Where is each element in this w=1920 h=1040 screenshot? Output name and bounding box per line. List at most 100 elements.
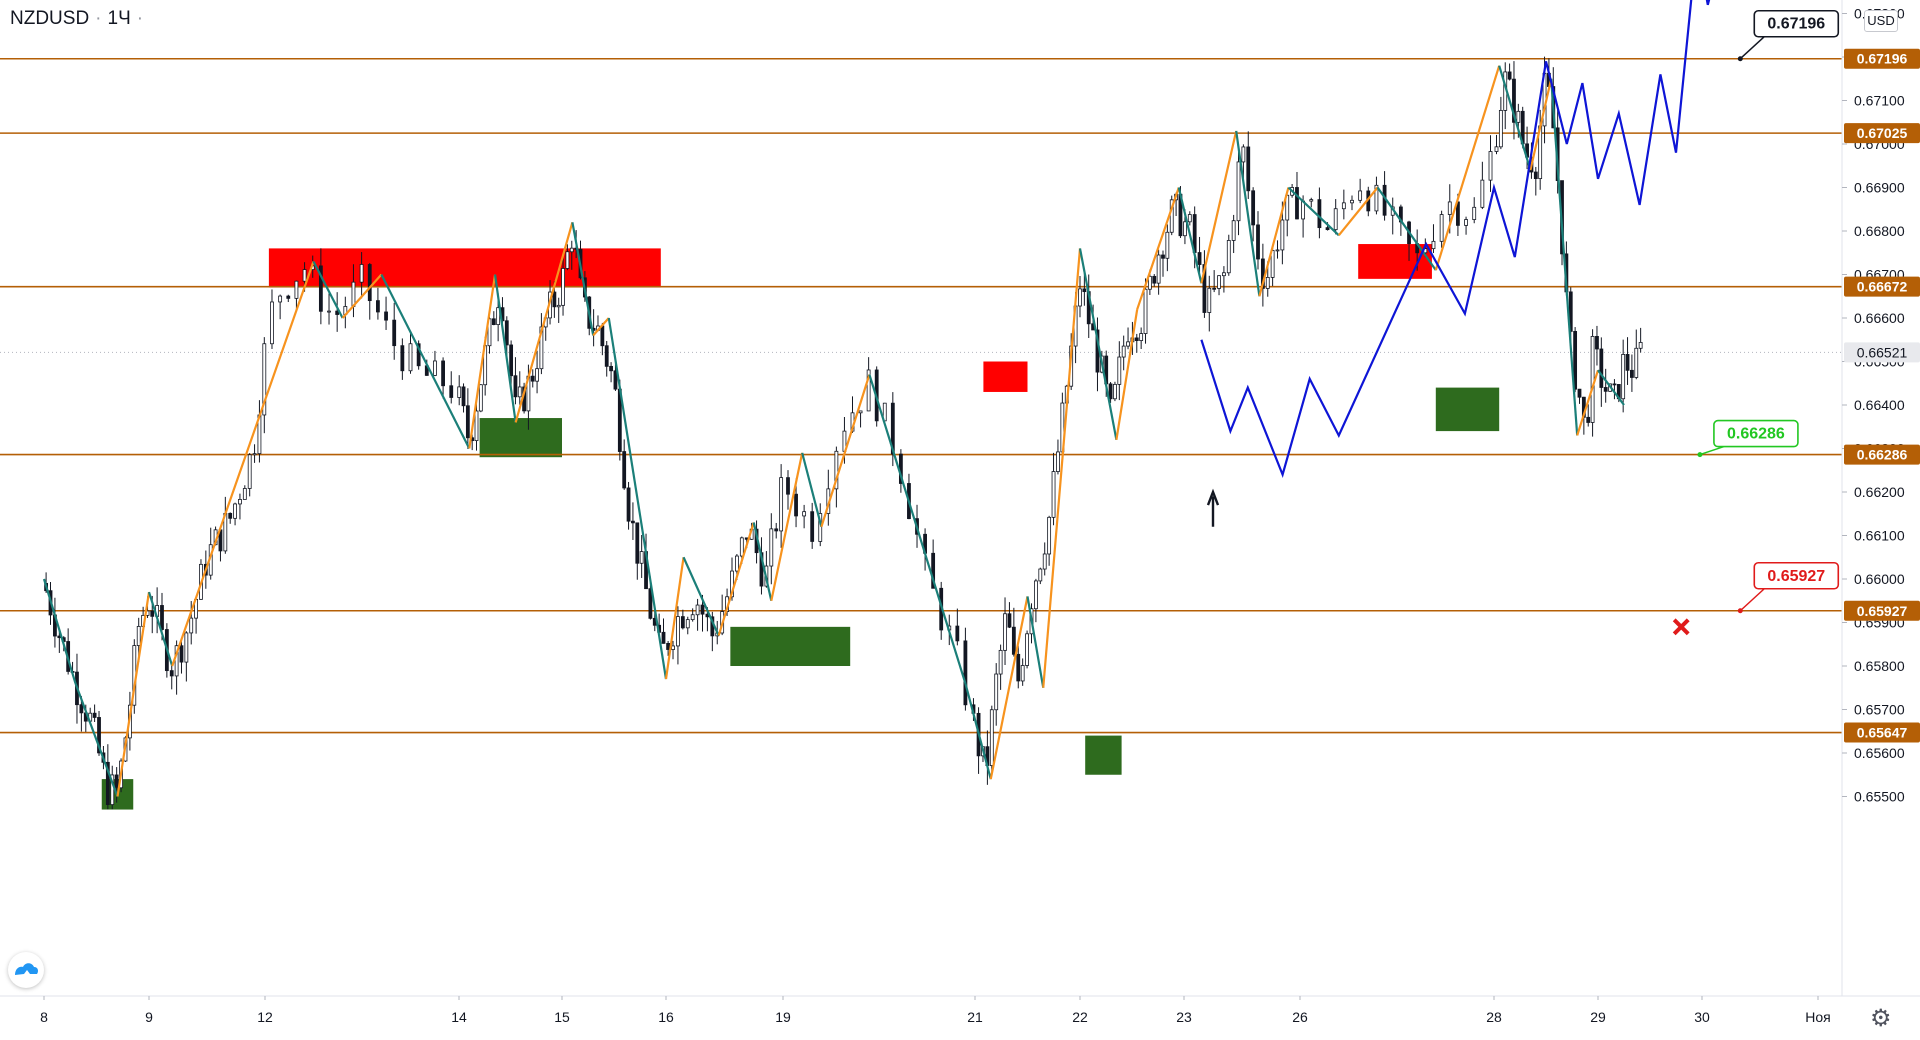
candle-body <box>1047 516 1052 555</box>
level-price-tag-text: 0.65647 <box>1857 725 1908 741</box>
candle-body <box>890 402 895 455</box>
gear-icon[interactable]: ⚙ <box>1870 1005 1892 1032</box>
candle-body <box>998 649 1003 675</box>
zigzag-down-swing <box>752 522 773 601</box>
candle-body <box>955 625 960 642</box>
zigzag-up-swing <box>468 274 497 449</box>
candle-body <box>110 774 115 806</box>
zigzag-down-swing <box>1287 186 1340 237</box>
price-tick-label: 0.66600 <box>1854 310 1905 326</box>
candle-body <box>963 640 968 706</box>
candle-body <box>1231 220 1236 241</box>
candle-body <box>779 477 784 532</box>
level-price-tag <box>1844 600 1920 621</box>
candle-body <box>786 477 790 495</box>
candle-body <box>1056 451 1060 472</box>
candle-body <box>1630 369 1634 378</box>
zigzag-down-swing <box>1026 596 1045 688</box>
candle-body <box>1573 330 1578 390</box>
candle-body <box>242 488 247 500</box>
zigzag-down-swing <box>1235 130 1261 297</box>
candle-body <box>1217 275 1221 289</box>
candle-body <box>858 410 863 414</box>
interval-label[interactable]: 1Ч <box>107 8 131 29</box>
candle-body <box>97 717 101 754</box>
candle-body <box>1134 337 1139 341</box>
candle-body <box>866 369 871 412</box>
level-price-tag <box>1844 48 1920 69</box>
candle-body <box>1590 336 1595 423</box>
supply-zone <box>1358 244 1432 279</box>
candle-body <box>1472 206 1477 220</box>
candle-body <box>802 511 807 517</box>
candle-body <box>561 268 565 306</box>
separator-dot: · <box>95 8 102 29</box>
candle-body <box>1236 161 1241 222</box>
zigzag-down-swing <box>147 591 174 667</box>
time-tick-label: 21 <box>967 1009 983 1025</box>
candle-body <box>1439 214 1444 242</box>
candle-body <box>1295 187 1299 220</box>
candle-body <box>169 670 174 677</box>
candle-body <box>509 344 514 377</box>
price-callout-text: 0.67196 <box>1767 16 1825 33</box>
candle-body <box>1507 71 1512 80</box>
candle-body <box>433 360 437 376</box>
time-tick-label: 26 <box>1292 1009 1308 1025</box>
black-up-arrow-icon <box>1206 488 1220 527</box>
candle-body <box>735 555 739 572</box>
candle-body <box>1117 356 1122 385</box>
candle-body <box>635 522 640 564</box>
candle-body <box>1169 199 1174 233</box>
candle-body <box>1494 146 1499 152</box>
candle-body <box>1488 151 1493 181</box>
callout-anchor-dot <box>1737 56 1743 62</box>
candle-body <box>441 360 445 387</box>
forecast-path <box>1200 0 1711 479</box>
candle-body <box>648 588 653 619</box>
candle-body <box>613 370 618 390</box>
callout-anchor-dot <box>1737 608 1743 614</box>
currency-button[interactable]: USD <box>1864 10 1898 32</box>
zigzag-up-swing <box>1115 309 1139 440</box>
candle-body <box>794 493 798 517</box>
candle-body <box>1202 264 1207 313</box>
zigzag-up-swing <box>1042 248 1082 688</box>
tradingview-logo-icon[interactable] <box>8 952 44 988</box>
symbol-title[interactable]: NZDUSD · 1Ч · <box>10 8 149 30</box>
candle-body <box>1126 341 1130 347</box>
zigzag-up-swing <box>1576 369 1600 436</box>
candle-body <box>1212 287 1217 290</box>
candle-body <box>1599 348 1604 388</box>
candle-body <box>1152 275 1157 284</box>
candle-body <box>1577 388 1582 398</box>
zigzag-up-swing <box>1136 187 1180 310</box>
time-tick-label: 12 <box>257 1009 273 1025</box>
separator-dot: · <box>136 8 144 29</box>
symbol-name: NZDUSD <box>10 8 90 29</box>
candle-body <box>1121 345 1126 358</box>
zigzag-up-swing <box>1200 130 1238 284</box>
price-tick-label: 0.65800 <box>1854 658 1905 674</box>
zigzag-down-swing <box>571 222 595 336</box>
zigzag-up-swing <box>592 317 610 337</box>
time-tick-label: 19 <box>775 1009 791 1025</box>
price-callout-box <box>1753 9 1840 38</box>
price-tick-label: 0.65500 <box>1854 789 1905 805</box>
stop-cross-icon <box>1672 618 1690 636</box>
candle-body <box>685 619 690 629</box>
candle-body <box>1051 471 1056 518</box>
candle-body <box>1246 146 1251 192</box>
candle-body <box>1634 347 1639 378</box>
current-price-tag <box>1844 342 1920 363</box>
candle-body <box>1082 288 1087 293</box>
price-callout-box <box>1753 561 1840 590</box>
candle-body <box>327 310 331 313</box>
candle-body <box>1480 179 1485 208</box>
price-tick-label: 0.66400 <box>1854 397 1905 413</box>
candle-body <box>600 325 605 347</box>
candle-body <box>609 365 613 372</box>
candle-body <box>278 295 283 303</box>
zigzag-down-swing <box>42 578 77 684</box>
